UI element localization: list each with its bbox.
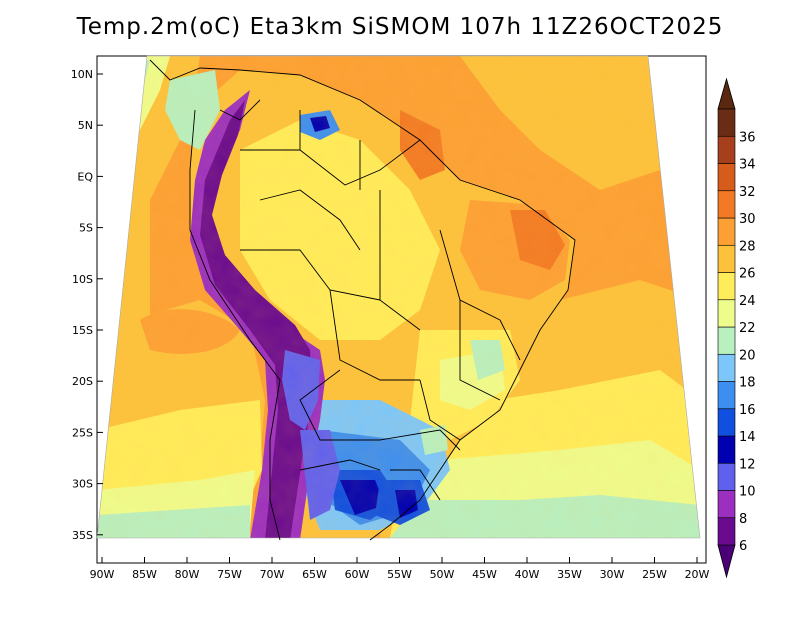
colorbar-segment	[717, 163, 736, 192]
colorbar: 6 8 10 12 14 16 18 20 22 24 26 28 30 32 34 36	[717, 77, 756, 579]
colorbar-segment	[717, 517, 736, 546]
colorbar-label: 20	[739, 348, 756, 363]
lon-label: 70W	[260, 568, 285, 581]
lon-label: 35W	[557, 568, 582, 581]
colorbar-segment	[717, 217, 736, 246]
lon-label: 85W	[132, 568, 157, 581]
map-title: Temp.2m(oC) Eta3km SiSMOM 107h 11Z26OCT2…	[76, 14, 724, 40]
colorbar-segment	[717, 326, 736, 355]
lat-label: EQ	[77, 170, 93, 183]
lon-label: 55W	[387, 568, 412, 581]
colorbar-segment	[717, 135, 736, 164]
colorbar-label: 16	[739, 403, 756, 418]
lat-label: 5N	[78, 119, 93, 132]
colorbar-label: 32	[739, 185, 756, 200]
domain-outline	[96, 55, 701, 539]
colorbar-label: 14	[739, 430, 756, 445]
colorbar-segment	[717, 108, 736, 137]
colorbar-label: 34	[739, 158, 756, 173]
lon-label: 25W	[642, 568, 667, 581]
colorbar-label: 6	[739, 539, 747, 554]
lat-label: 15S	[72, 324, 93, 337]
latitude-labels: 10N 5N EQ 5S 10S 15S 20S 25S 30S 35S	[71, 68, 103, 542]
lat-label: 10S	[72, 273, 93, 286]
colorbar-label: 28	[739, 239, 756, 254]
colorbar-segment	[717, 272, 736, 301]
colorbar-segment	[717, 299, 736, 328]
temperature-field	[97, 56, 700, 538]
colorbar-segment	[717, 244, 736, 273]
colorbar-segment	[717, 190, 736, 219]
colorbar-segment	[717, 462, 736, 491]
country-borders	[149, 59, 576, 541]
colorbar-label: 8	[739, 512, 747, 527]
colorbar-label: 10	[739, 485, 756, 500]
colorbar-label: 12	[739, 457, 756, 472]
colorbar-segment	[717, 353, 736, 382]
colorbar-segment	[717, 381, 736, 410]
lon-label: 75W	[217, 568, 242, 581]
colorbar-overflow-arrow	[717, 77, 736, 110]
lat-label: 10N	[71, 68, 93, 81]
lon-label: 90W	[90, 568, 115, 581]
lat-label: 5S	[79, 222, 93, 235]
lon-label: 20W	[685, 568, 710, 581]
lon-label: 50W	[430, 568, 455, 581]
lat-label: 30S	[72, 478, 93, 491]
lon-label: 40W	[515, 568, 540, 581]
colorbar-segment	[717, 435, 736, 464]
lon-label: 45W	[472, 568, 497, 581]
lon-label: 65W	[302, 568, 327, 581]
lat-label: 20S	[72, 375, 93, 388]
colorbar-underflow-arrow	[717, 544, 736, 579]
colorbar-label: 22	[739, 321, 756, 336]
lon-label: 80W	[175, 568, 200, 581]
colorbar-segment	[717, 490, 736, 519]
colorbar-segment	[717, 408, 736, 437]
colorbar-label: 26	[739, 267, 756, 282]
lon-label: 30W	[600, 568, 625, 581]
colorbar-label: 30	[739, 212, 756, 227]
longitude-labels: 90W 85W 80W 75W 70W 65W 60W 55W 50W 45W 40W 35W 30W 2…	[90, 557, 710, 581]
colorbar-label: 24	[739, 294, 756, 309]
lat-label: 25S	[72, 426, 93, 439]
colorbar-label: 36	[739, 130, 756, 145]
colorbar-label: 18	[739, 376, 756, 391]
lat-label: 35S	[72, 529, 93, 542]
lon-label: 60W	[345, 568, 370, 581]
